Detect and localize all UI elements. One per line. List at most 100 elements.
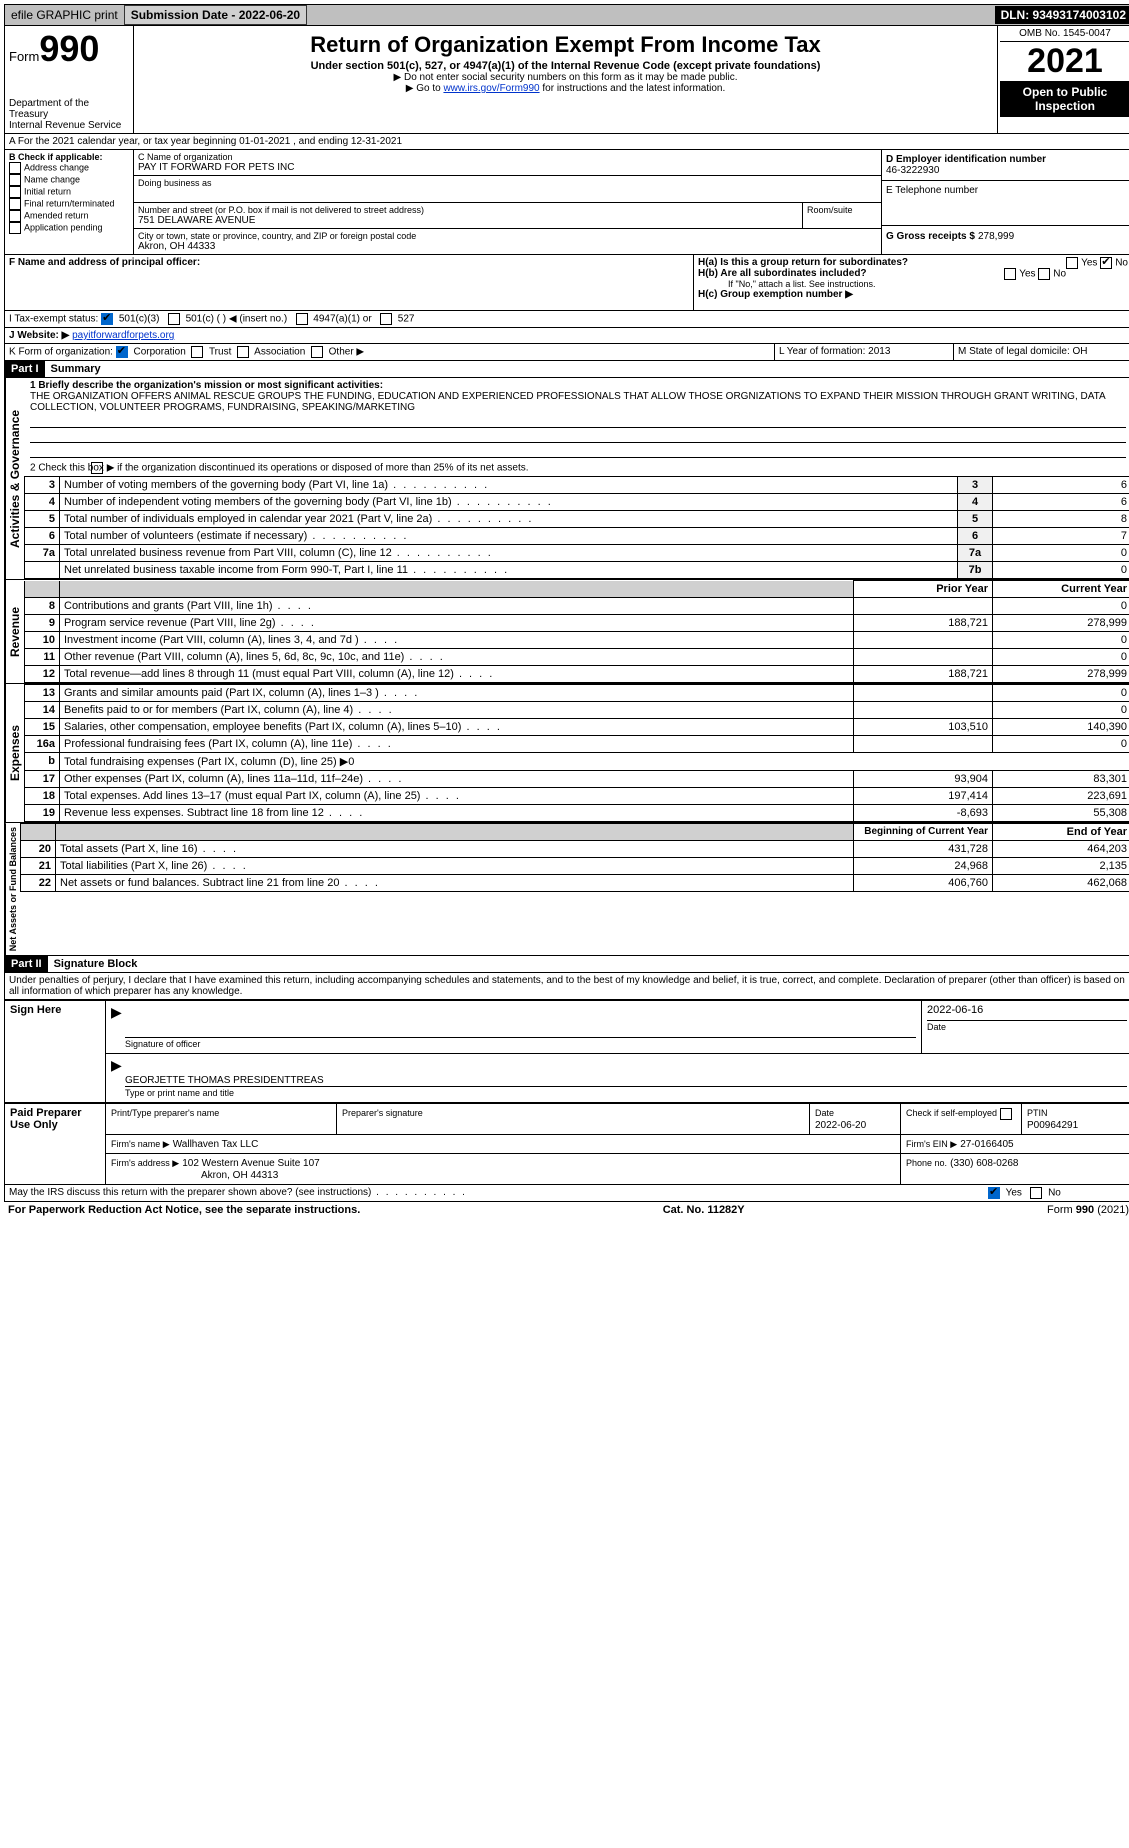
- q2-label: 2 Check this box ▶ if the organization d…: [24, 460, 1129, 476]
- firm-name-label: Firm's name ▶: [111, 1139, 170, 1149]
- table-row: 7aTotal unrelated business revenue from …: [25, 545, 1129, 562]
- discuss-row: May the IRS discuss this return with the…: [4, 1185, 1129, 1202]
- table-row: 17Other expenses (Part IX, column (A), l…: [25, 771, 1129, 788]
- b-opt-pending[interactable]: Application pending: [9, 222, 129, 234]
- omb-number: OMB No. 1545-0047: [1000, 28, 1129, 42]
- table-row: Net unrelated business taxable income fr…: [25, 562, 1129, 579]
- table-row: 21Total liabilities (Part X, line 26)24,…: [21, 858, 1129, 875]
- boy-header: Beginning of Current Year: [854, 824, 993, 841]
- firm-ein: 27-0166405: [960, 1139, 1013, 1150]
- b-opt-address[interactable]: Address change: [9, 162, 129, 174]
- table-row: 15Salaries, other compensation, employee…: [25, 719, 1129, 736]
- form-subtitle: Under section 501(c), 527, or 4947(a)(1)…: [138, 60, 993, 72]
- open-to-public: Open to PublicInspection: [1000, 81, 1129, 117]
- table-row: 8Contributions and grants (Part VIII, li…: [25, 598, 1129, 615]
- table-row: 13Grants and similar amounts paid (Part …: [25, 685, 1129, 702]
- ag-table: 3Number of voting members of the governi…: [24, 476, 1129, 579]
- k-corp-check[interactable]: [116, 346, 128, 358]
- footer-right: Form 990 (2021): [1047, 1204, 1129, 1216]
- efile-label: efile GRAPHIC print: [5, 6, 124, 24]
- table-row: 14Benefits paid to or for members (Part …: [25, 702, 1129, 719]
- arrow-icon: ▶: [111, 1004, 122, 1020]
- i-501c3-check[interactable]: [101, 313, 113, 325]
- c-street-value: 751 DELAWARE AVENUE: [138, 215, 798, 226]
- activities-governance-section: Activities & Governance 1 Briefly descri…: [4, 378, 1129, 580]
- website-link[interactable]: payitforwardforpets.org: [72, 330, 174, 341]
- table-row: 5Total number of individuals employed in…: [25, 511, 1129, 528]
- eoy-header: End of Year: [993, 824, 1129, 841]
- b-opt-final[interactable]: Final return/terminated: [9, 198, 129, 210]
- hb-note: If "No," attach a list. See instructions…: [698, 279, 1128, 289]
- e-label: E Telephone number: [886, 185, 1128, 196]
- irs-form990-link[interactable]: www.irs.gov/Form990: [443, 83, 539, 94]
- c-dba-label: Doing business as: [138, 178, 877, 188]
- i-501c-check[interactable]: [168, 313, 180, 325]
- current-year-header: Current Year: [993, 581, 1129, 598]
- g-label: G Gross receipts $: [886, 231, 975, 242]
- firm-name: Wallhaven Tax LLC: [173, 1139, 259, 1150]
- dept-label: Department of the Treasury: [9, 98, 129, 120]
- expenses-table: 13Grants and similar amounts paid (Part …: [24, 684, 1129, 822]
- form-title: Return of Organization Exempt From Incom…: [138, 32, 993, 58]
- a-line: A For the 2021 calendar year, or tax yea…: [4, 134, 1129, 150]
- table-row: 22Net assets or fund balances. Subtract …: [21, 875, 1129, 892]
- table-row: 11Other revenue (Part VIII, column (A), …: [25, 649, 1129, 666]
- table-row: 19Revenue less expenses. Subtract line 1…: [25, 805, 1129, 822]
- na-vlabel: Net Assets or Fund Balances: [5, 823, 20, 955]
- i-527-check[interactable]: [380, 313, 392, 325]
- goto-note: ▶ Go to www.irs.gov/Form990 for instruct…: [138, 83, 993, 94]
- tax-year: 2021: [1000, 42, 1129, 81]
- discuss-yes-check[interactable]: [988, 1187, 1000, 1199]
- j-label: J Website: ▶: [9, 330, 69, 341]
- phone-value: (330) 608-0268: [950, 1158, 1018, 1169]
- sign-here-table: Sign Here ▶ Signature of officer 2022-06…: [4, 1000, 1129, 1103]
- phone-label: Phone no.: [906, 1158, 947, 1168]
- k-assoc-check[interactable]: [237, 346, 249, 358]
- klm-row: K Form of organization: Corporation Trus…: [4, 344, 1129, 361]
- pt-check-label[interactable]: Check if self-employed: [906, 1108, 1015, 1118]
- arrow-icon: ▶: [111, 1057, 122, 1073]
- discuss-no-check[interactable]: [1030, 1187, 1042, 1199]
- netassets-section: Net Assets or Fund Balances Beginning of…: [4, 823, 1129, 956]
- b-opt-name[interactable]: Name change: [9, 174, 129, 186]
- footer-left: For Paperwork Reduction Act Notice, see …: [8, 1204, 360, 1216]
- pt-date-label: Date: [815, 1108, 834, 1118]
- q2-checkbox[interactable]: [91, 462, 103, 474]
- footer-mid: Cat. No. 11282Y: [663, 1204, 745, 1216]
- c-city-value: Akron, OH 44333: [138, 241, 877, 252]
- rev-vlabel: Revenue: [5, 580, 24, 683]
- b-opt-amended[interactable]: Amended return: [9, 210, 129, 222]
- firm-addr-label: Firm's address ▶: [111, 1158, 179, 1168]
- l-label: L Year of formation: 2013: [775, 344, 954, 360]
- k-other-check[interactable]: [311, 346, 323, 358]
- declaration-text: Under penalties of perjury, I declare th…: [5, 973, 1129, 999]
- d-label: D Employer identification number: [886, 154, 1128, 165]
- submission-date-button[interactable]: Submission Date - 2022-06-20: [124, 5, 307, 25]
- d-ein-value: 46-3222930: [886, 165, 1128, 176]
- revenue-section: Revenue Prior Year Current Year 8Contrib…: [4, 580, 1129, 684]
- table-row: 12Total revenue—add lines 8 through 11 (…: [25, 666, 1129, 683]
- c-room-label: Room/suite: [807, 205, 877, 215]
- dln-label: DLN: 93493174003102: [995, 6, 1129, 24]
- pt-name-label: Print/Type preparer's name: [111, 1108, 219, 1118]
- k-trust-check[interactable]: [191, 346, 203, 358]
- k-label: K Form of organization:: [9, 347, 113, 358]
- table-row: 20Total assets (Part X, line 16)431,7284…: [21, 841, 1129, 858]
- i-label: I Tax-exempt status:: [9, 314, 98, 325]
- sig-date-value: 2022-06-16: [927, 1004, 1127, 1021]
- paid-preparer-label: Paid Preparer Use Only: [5, 1104, 106, 1185]
- i-4947-check[interactable]: [296, 313, 308, 325]
- date-label: Date: [927, 1022, 946, 1032]
- c-street-label: Number and street (or P.O. box if mail i…: [138, 205, 798, 215]
- ha-row: H(a) Is this a group return for subordin…: [698, 257, 1128, 268]
- sign-here-label: Sign Here: [5, 1001, 106, 1103]
- b-opt-initial[interactable]: Initial return: [9, 186, 129, 198]
- ptin-value: P00964291: [1027, 1120, 1078, 1131]
- part1-header: Part I Summary: [4, 361, 1129, 378]
- netassets-table: Beginning of Current Year End of Year 20…: [20, 823, 1129, 892]
- table-row: 9Program service revenue (Part VIII, lin…: [25, 615, 1129, 632]
- expenses-section: Expenses 13Grants and similar amounts pa…: [4, 684, 1129, 823]
- part2-tag: Part II: [5, 956, 48, 972]
- discuss-label: May the IRS discuss this return with the…: [9, 1187, 467, 1198]
- bcde-block: B Check if applicable: Address change Na…: [4, 150, 1129, 255]
